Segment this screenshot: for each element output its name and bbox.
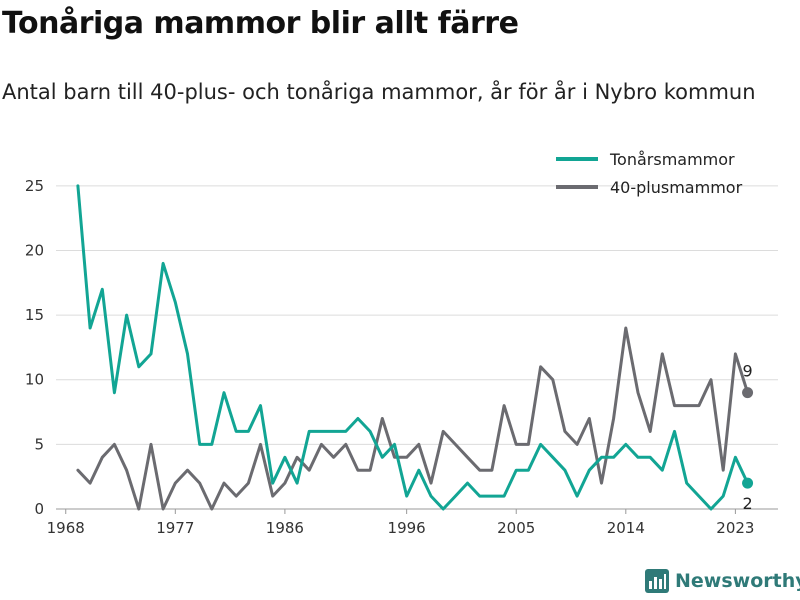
gridlines (56, 185, 778, 445)
y-tick-label-20: 20 (25, 241, 44, 259)
y-tick-label-5: 5 (34, 435, 44, 453)
y-tick-label-25: 25 (25, 177, 44, 195)
end-label-tonarsmammor: 2 (742, 494, 752, 513)
x-tick-label-1977: 1977 (156, 519, 194, 537)
legend-label-tonarsmammor: Tonårsmammor (609, 150, 735, 169)
legend-label-fortyplusmammor: 40-plusmammor (610, 178, 743, 197)
x-tick-label-1968: 1968 (47, 519, 85, 537)
y-tick-label-10: 10 (25, 371, 44, 389)
x-tick-label-1986: 1986 (266, 519, 304, 537)
axes: 0 5 10 15 20 25 1968 1977 1986 1996 2005 2014 2023 (25, 177, 778, 537)
end-label-fortyplusmammor: 9 (742, 362, 752, 381)
legend: Tonårsmammor 40-plusmammor (556, 150, 743, 197)
x-tick-label-2014: 2014 (607, 519, 645, 537)
chart-title: Tonåriga mammor blir allt färre (2, 6, 519, 41)
end-point-tonarsmammor (742, 477, 754, 489)
y-tick-label-15: 15 (25, 306, 44, 324)
newsworthy-logo-icon (645, 569, 669, 593)
newsworthy-brand-name: Newsworthy (675, 570, 800, 592)
end-point-fortyplusmammor (742, 387, 754, 399)
newsworthy-logo: Newsworthy (644, 568, 800, 594)
chart-subtitle: Antal barn till 40-plus- och tonåriga ma… (2, 80, 756, 104)
series-lines: 92 (76, 184, 754, 513)
x-tick-label-2023: 2023 (716, 519, 754, 537)
y-tick-label-0: 0 (34, 500, 44, 518)
series-line-fortyplusmammor (76, 326, 750, 511)
x-tick-label-1996: 1996 (388, 519, 426, 537)
series-line-tonarsmammor (76, 184, 750, 511)
x-tick-label-2005: 2005 (497, 519, 535, 537)
